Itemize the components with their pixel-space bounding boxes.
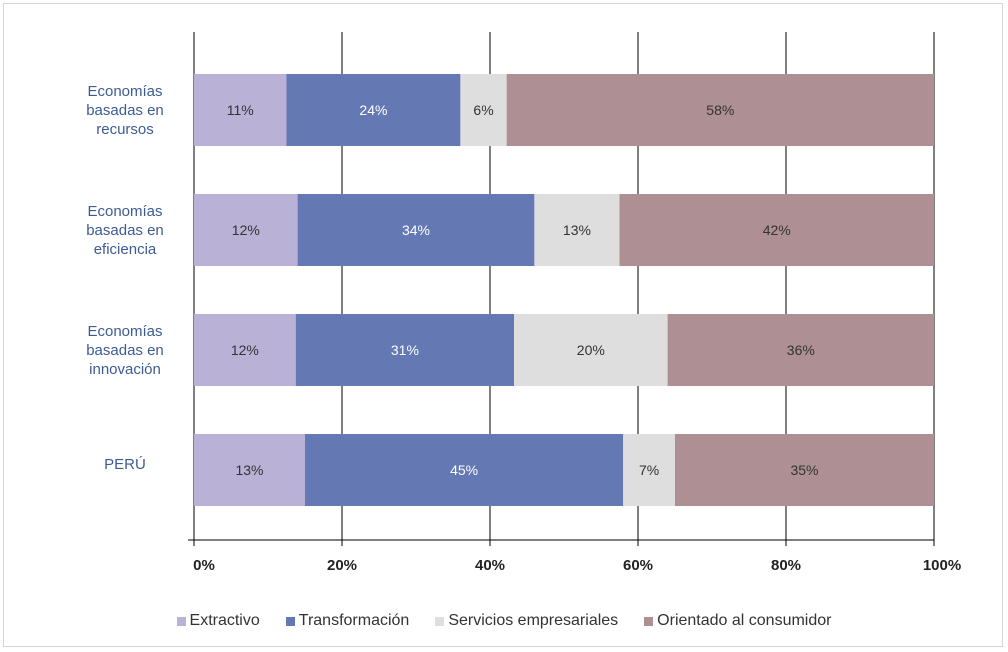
bar-segment	[514, 314, 668, 386]
data-label: 11%	[227, 102, 254, 118]
chart-legend: Extractivo Transformación Servicios empres…	[0, 612, 1008, 630]
bar-segment	[194, 194, 298, 266]
data-label: 12%	[231, 342, 259, 358]
bar-segment	[623, 434, 675, 506]
legend-label: Servicios empresariales	[448, 612, 619, 629]
data-label: 7%	[639, 462, 659, 478]
data-label: 31%	[391, 342, 419, 358]
data-label: 13%	[563, 222, 591, 238]
data-label: 42%	[763, 222, 791, 238]
x-tick-label: 20%	[326, 557, 358, 574]
bar-segment	[460, 74, 507, 146]
bar-segment	[194, 74, 287, 146]
category-label: Economías basadas en recursos	[86, 82, 164, 138]
category-label: PERÚ	[104, 455, 146, 473]
data-label: 20%	[577, 342, 605, 358]
legend-item: Extractivo	[176, 612, 260, 630]
bar-segment	[534, 194, 620, 266]
x-tick-label: 40%	[474, 557, 506, 574]
legend-label: Transformación	[298, 612, 410, 629]
bar-segment	[295, 314, 515, 386]
data-label: 35%	[790, 462, 818, 478]
data-label: 34%	[402, 222, 430, 238]
legend-swatch	[435, 616, 445, 626]
legend-item: Transformación	[285, 612, 410, 630]
bar-segment	[305, 434, 624, 506]
data-label: 6%	[473, 102, 493, 118]
bar-segment	[506, 74, 934, 146]
x-tick-label: 80%	[770, 557, 802, 574]
bar-segment	[194, 434, 305, 506]
legend-label: Extractivo	[189, 612, 260, 629]
bar-segment	[286, 74, 461, 146]
bar-segment	[297, 194, 535, 266]
data-label: 58%	[706, 102, 734, 118]
data-label: 24%	[359, 102, 387, 118]
data-label: 13%	[235, 462, 263, 478]
legend-swatch	[176, 616, 186, 626]
legend-swatch	[285, 616, 295, 626]
legend-item: Servicios empresariales	[435, 612, 618, 630]
bar-segment	[667, 314, 934, 386]
x-tick-label: 60%	[622, 557, 654, 574]
bar-segment	[619, 194, 934, 266]
x-tick-label: 100%	[922, 557, 962, 574]
bar-segment	[194, 314, 296, 386]
legend-swatch	[644, 616, 654, 626]
data-label: 12%	[232, 222, 260, 238]
bar-segment	[675, 434, 934, 506]
x-tick-label: 0%	[193, 557, 215, 574]
data-label: 36%	[787, 342, 815, 358]
data-label: 45%	[450, 462, 478, 478]
category-label: Economías basadas en eficiencia	[86, 202, 164, 258]
legend-item: Orientado al consumidor	[644, 612, 831, 630]
legend-label: Orientado al consumidor	[657, 612, 832, 629]
category-label: Economías basadas en innovación	[86, 322, 164, 378]
